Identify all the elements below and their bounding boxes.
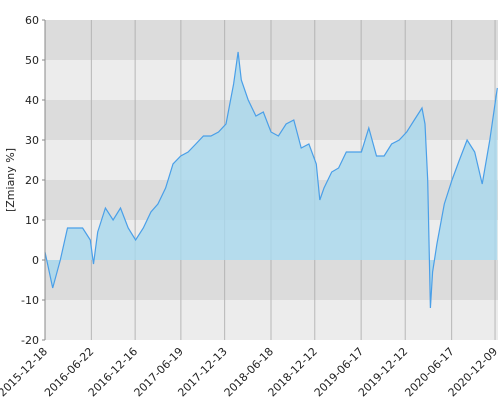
y-tick-label: 10 <box>25 214 39 227</box>
grid-band <box>45 300 498 340</box>
y-tick-label: -10 <box>21 294 39 307</box>
line <box>44 51 498 309</box>
y-tick-label: 0 <box>32 254 39 267</box>
y-tick-label: -20 <box>21 334 39 347</box>
grid-band <box>45 60 498 100</box>
y-tick-label: 50 <box>25 54 39 67</box>
y-tick-label: 30 <box>25 134 39 147</box>
y-tick-label: 60 <box>25 14 39 27</box>
y-axis-label: [Zmiany %] <box>4 148 17 212</box>
grid-band <box>45 20 498 60</box>
area <box>45 52 498 308</box>
y-tick-label: 40 <box>25 94 39 107</box>
y-tick-label: 20 <box>25 174 39 187</box>
grid-band <box>45 260 498 300</box>
